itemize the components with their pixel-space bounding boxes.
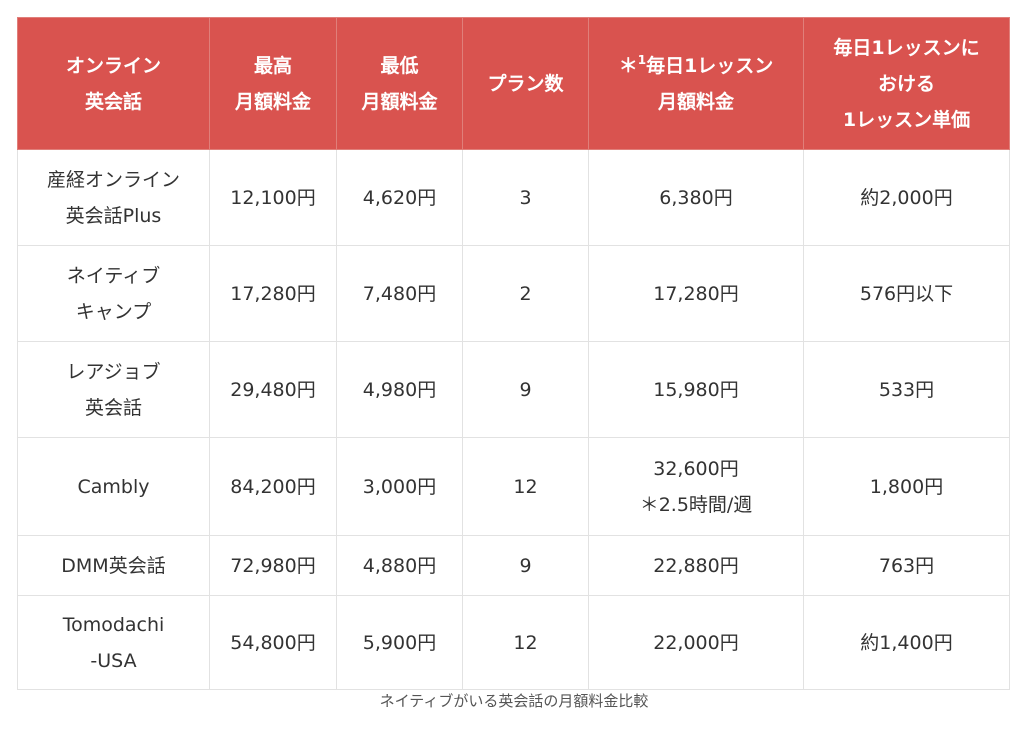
cell-max-fee: 12,100円 [209, 149, 337, 246]
table-row: DMM英会話 72,980円 4,880円 9 22,880円 763円 [17, 535, 1010, 596]
cell-plan-count: 3 [462, 149, 589, 246]
table-row: ネイティブ キャンプ 17,280円 7,480円 2 17,280円 576円以下 [17, 245, 1010, 342]
cell-max-fee: 84,200円 [209, 437, 337, 536]
table-row: レアジョブ 英会話 29,480円 4,980円 9 15,980円 533円 [17, 341, 1010, 438]
cell-unit-price: 576円以下 [803, 245, 1010, 342]
cell-max-fee: 54,800円 [209, 595, 337, 690]
cell-min-fee: 4,880円 [336, 535, 463, 596]
cell-plan-count: 9 [462, 341, 589, 438]
table-body: 産経オンライン 英会話Plus 12,100円 4,620円 3 6,380円 約2,000… [17, 149, 1010, 690]
cell-daily-fee: 6,380円 [588, 149, 804, 246]
table-header-row: オンライン 英会話 最高 月額料金 最低 月額料金 プラン数 ＊1毎日1レッスン… [17, 17, 1010, 150]
price-comparison-table: オンライン 英会話 最高 月額料金 最低 月額料金 プラン数 ＊1毎日1レッスン… [17, 17, 1010, 690]
cell-daily-fee: 17,280円 [588, 245, 804, 342]
header-max-monthly-fee: 最高 月額料金 [209, 17, 337, 150]
cell-service: DMM英会話 [17, 535, 210, 596]
cell-service: ネイティブ キャンプ [17, 245, 210, 342]
cell-plan-count: 9 [462, 535, 589, 596]
cell-min-fee: 5,900円 [336, 595, 463, 690]
header-service: オンライン 英会話 [17, 17, 210, 150]
cell-unit-price: 約1,400円 [803, 595, 1010, 690]
header-plan-count: プラン数 [462, 17, 589, 150]
cell-plan-count: 2 [462, 245, 589, 342]
cell-unit-price: 533円 [803, 341, 1010, 438]
cell-service: レアジョブ 英会話 [17, 341, 210, 438]
cell-min-fee: 7,480円 [336, 245, 463, 342]
cell-min-fee: 3,000円 [336, 437, 463, 536]
table-row: Cambly 84,200円 3,000円 12 32,600円 ＊2.5時間/週 1,80… [17, 437, 1010, 536]
cell-plan-count: 12 [462, 437, 589, 536]
cell-daily-fee: 22,000円 [588, 595, 804, 690]
cell-service: Cambly [17, 437, 210, 536]
cell-max-fee: 72,980円 [209, 535, 337, 596]
cell-plan-count: 12 [462, 595, 589, 690]
header-per-lesson-unit-price: 毎日1レッスンに おける 1レッスン単価 [803, 17, 1010, 150]
cell-min-fee: 4,980円 [336, 341, 463, 438]
footnote-asterisk: ＊ [618, 54, 638, 77]
cell-unit-price: 約2,000円 [803, 149, 1010, 246]
comparison-table-wrapper: オンライン 英会話 最高 月額料金 最低 月額料金 プラン数 ＊1毎日1レッスン… [17, 17, 1010, 690]
cell-max-fee: 29,480円 [209, 341, 337, 438]
cell-min-fee: 4,620円 [336, 149, 463, 246]
cell-daily-fee: 32,600円 ＊2.5時間/週 [588, 437, 804, 536]
cell-service: Tomodachi -USA [17, 595, 210, 690]
cell-unit-price: 1,800円 [803, 437, 1010, 536]
cell-max-fee: 17,280円 [209, 245, 337, 342]
cell-unit-price: 763円 [803, 535, 1010, 596]
footnote-number: 1 [637, 52, 647, 67]
header-min-monthly-fee: 最低 月額料金 [336, 17, 463, 150]
cell-daily-fee: 22,880円 [588, 535, 804, 596]
cell-service: 産経オンライン 英会話Plus [17, 149, 210, 246]
table-row: 産経オンライン 英会話Plus 12,100円 4,620円 3 6,380円 約2,000… [17, 149, 1010, 246]
table-row: Tomodachi -USA 54,800円 5,900円 12 22,000円 約1,40… [17, 595, 1010, 690]
table-caption: ネイティブがいる英会話の月額料金比較 [379, 692, 649, 710]
cell-daily-fee: 15,980円 [588, 341, 804, 438]
header-daily-lesson-monthly-fee: ＊1毎日1レッスン 月額料金 [588, 17, 804, 150]
